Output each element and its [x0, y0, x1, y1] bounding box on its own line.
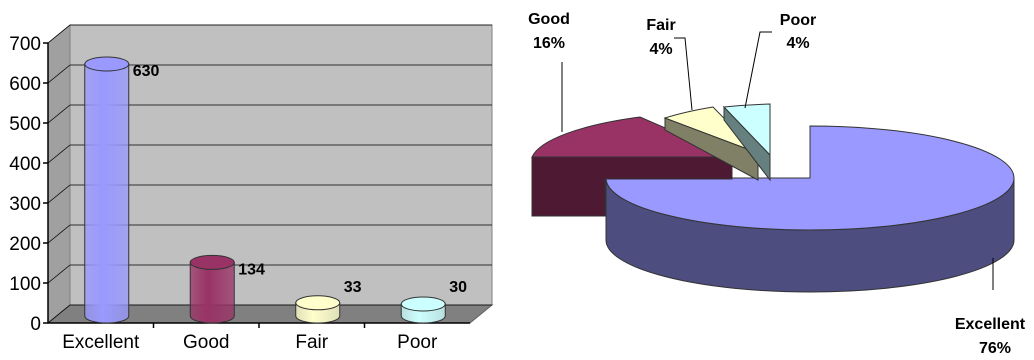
- gridline-side: [47, 64, 71, 84]
- bar-chart: 0 100 200 300 400 500 600 700 630 134 33 30 Excell…: [9, 23, 494, 353]
- bar-data-label: 134: [238, 261, 265, 278]
- pie-label-poor-pct: 4%: [786, 35, 809, 52]
- pie-label-poor-name: Poor: [780, 12, 816, 29]
- gridline-side: [47, 104, 71, 124]
- bar-body: [189, 261, 235, 324]
- pie-label-fair-name: Fair: [646, 17, 675, 34]
- bar-top: [400, 296, 446, 312]
- pie-slice-good: [531, 116, 733, 158]
- gridline-side: [47, 304, 71, 324]
- bar-good: 134: [189, 254, 265, 324]
- x-tick-label: Excellent: [62, 332, 140, 353]
- bar-excellent: 630: [84, 56, 160, 324]
- leader-line-poor: [744, 31, 772, 109]
- pie-slice-poor: [722, 103, 771, 157]
- bar-top: [295, 295, 341, 311]
- bar-data-label: 30: [449, 279, 467, 296]
- bar-top: [189, 254, 235, 270]
- gridline-side: [47, 224, 71, 244]
- pie-label-excellent-name: Excellent: [955, 316, 1026, 333]
- y-tick-label: 700: [9, 34, 41, 55]
- bar-fair: 33: [295, 279, 362, 324]
- plot-side-wall: [47, 23, 71, 325]
- gridline-side: [47, 24, 71, 44]
- pie-slice-fair: [663, 106, 759, 154]
- x-axis-labels: Excellent Good Fair Poor: [62, 323, 438, 353]
- x-tick-label: Poor: [397, 332, 438, 353]
- gridline-side: [47, 264, 71, 284]
- y-tick-label: 100: [9, 274, 41, 295]
- gridlines: [47, 24, 492, 324]
- bar-top: [84, 56, 130, 72]
- pie-label-fair-pct: 4%: [649, 41, 672, 58]
- pie-label-good-pct: 16%: [533, 35, 565, 52]
- pie-label-good-name: Good: [528, 11, 570, 28]
- bars: 630 134 33 30: [84, 56, 467, 324]
- leader-line-fair: [674, 37, 693, 111]
- y-tick-label: 0: [30, 314, 41, 335]
- pie-slice-excellent: [605, 125, 1015, 231]
- y-tick-label: 500: [9, 114, 41, 135]
- x-tick-label: Fair: [295, 332, 328, 353]
- bar-data-label: 33: [344, 279, 362, 296]
- pie-label-excellent-pct: 76%: [979, 340, 1011, 357]
- gridline-side: [47, 144, 71, 164]
- y-tick-label: 400: [9, 154, 41, 175]
- y-tick-label: 600: [9, 74, 41, 95]
- gridline-side: [47, 184, 71, 204]
- bar-data-label: 630: [133, 63, 160, 80]
- x-tick-label: Good: [183, 332, 229, 353]
- y-tick-label: 300: [9, 194, 41, 215]
- bar-poor: 30: [400, 279, 467, 324]
- y-tick-label: 200: [9, 234, 41, 255]
- bar-body: [84, 63, 130, 324]
- pie-chart: Good 16% Fair 4% Poor 4% Excellent 76%: [528, 11, 1026, 357]
- y-axis-ticks: 0 100 200 300 400 500 600 700: [9, 34, 48, 335]
